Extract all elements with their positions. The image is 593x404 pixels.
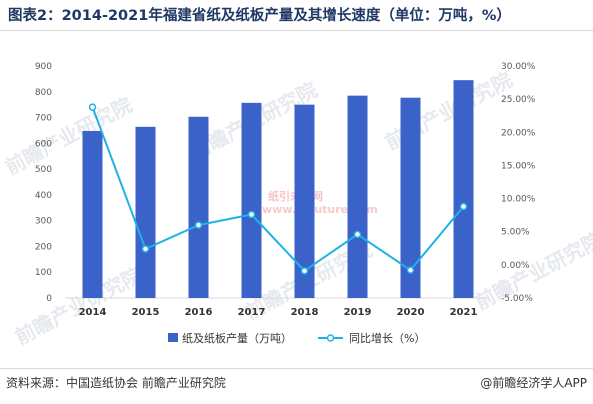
x-tick-label: 2018 bbox=[291, 307, 319, 318]
legend-swatch-bar bbox=[168, 333, 178, 342]
bar-2015 bbox=[135, 126, 156, 298]
bar-series bbox=[82, 80, 474, 299]
y-left-tick-label: 400 bbox=[35, 191, 52, 201]
bar-2019 bbox=[347, 95, 368, 299]
footer-divider bbox=[0, 368, 593, 369]
watermark-text: 前瞻产业研究院 bbox=[11, 262, 146, 349]
legend: 纸及纸板产量（万吨） 同比增长（%） bbox=[168, 331, 425, 345]
growth-point-2020 bbox=[406, 266, 415, 274]
credit-note: @前瞻经济学人APP bbox=[480, 376, 587, 390]
bar-2020 bbox=[400, 97, 421, 298]
growth-point-2014 bbox=[88, 103, 97, 111]
y-right-tick-label: 10.00% bbox=[501, 195, 536, 205]
title-divider bbox=[0, 30, 593, 31]
growth-point-2016 bbox=[194, 221, 203, 229]
y-right-tick-label: 20.00% bbox=[501, 128, 536, 138]
y-left-tick-label: 900 bbox=[35, 62, 52, 72]
y-left-tick-label: 300 bbox=[35, 217, 52, 227]
growth-point-2021 bbox=[459, 202, 468, 211]
x-tick-label: 2015 bbox=[132, 307, 160, 318]
x-tick-label: 2016 bbox=[185, 307, 213, 318]
y-left-tick-label: 800 bbox=[35, 88, 52, 98]
growth-point-2017 bbox=[247, 210, 256, 219]
bar-2018 bbox=[294, 104, 315, 299]
y-left-tick-label: 700 bbox=[35, 114, 52, 124]
y-right-tick-label: 5.00% bbox=[501, 228, 530, 238]
legend-swatch-marker bbox=[326, 334, 335, 342]
growth-point-2019 bbox=[353, 230, 362, 239]
x-axis-ticks: 2014 2015 2016 2017 2018 2019 2020 2021 bbox=[79, 307, 478, 318]
legend-label-bar: 纸及纸板产量（万吨） bbox=[182, 331, 292, 345]
y-right-tick-label: 0.00% bbox=[501, 261, 530, 271]
y-left-tick-label: 500 bbox=[35, 165, 52, 175]
growth-point-2015 bbox=[141, 245, 150, 253]
x-tick-label: 2019 bbox=[344, 307, 372, 318]
y-left-tick-label: 600 bbox=[35, 139, 52, 149]
y-left-tick-label: 100 bbox=[35, 268, 52, 278]
growth-line bbox=[91, 106, 465, 273]
x-tick-label: 2017 bbox=[238, 307, 266, 318]
y-right-tick-label: 25.00% bbox=[501, 95, 536, 105]
watermark-text: 前瞻产业研究院 bbox=[1, 92, 136, 179]
y-right-tick-label: 30.00% bbox=[501, 62, 536, 72]
y-right-tick-label: 15.00% bbox=[501, 161, 536, 171]
bar-2016 bbox=[188, 116, 209, 298]
bar-2017 bbox=[241, 102, 262, 299]
y-left-tick-label: 0 bbox=[46, 294, 52, 304]
x-tick-label: 2021 bbox=[450, 307, 478, 318]
bar-2021 bbox=[453, 80, 474, 298]
legend-label-line: 同比增长（%） bbox=[349, 331, 425, 345]
bar-2014 bbox=[82, 130, 103, 298]
source-note: 资料来源：中国造纸协会 前瞻产业研究院 bbox=[6, 376, 226, 390]
chart-title: 图表2：2014-2021年福建省纸及纸板产量及其增长速度（单位：万吨，%） bbox=[8, 8, 511, 24]
y-right-tick-label: -5.00% bbox=[501, 294, 533, 304]
line-series bbox=[88, 103, 468, 275]
y-left-tick-label: 200 bbox=[35, 242, 52, 252]
x-tick-label: 2020 bbox=[397, 307, 425, 318]
x-tick-label: 2014 bbox=[79, 307, 107, 318]
growth-point-2018 bbox=[300, 267, 309, 275]
